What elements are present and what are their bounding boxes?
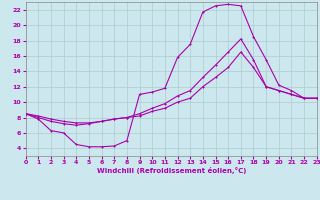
X-axis label: Windchill (Refroidissement éolien,°C): Windchill (Refroidissement éolien,°C) <box>97 167 246 174</box>
